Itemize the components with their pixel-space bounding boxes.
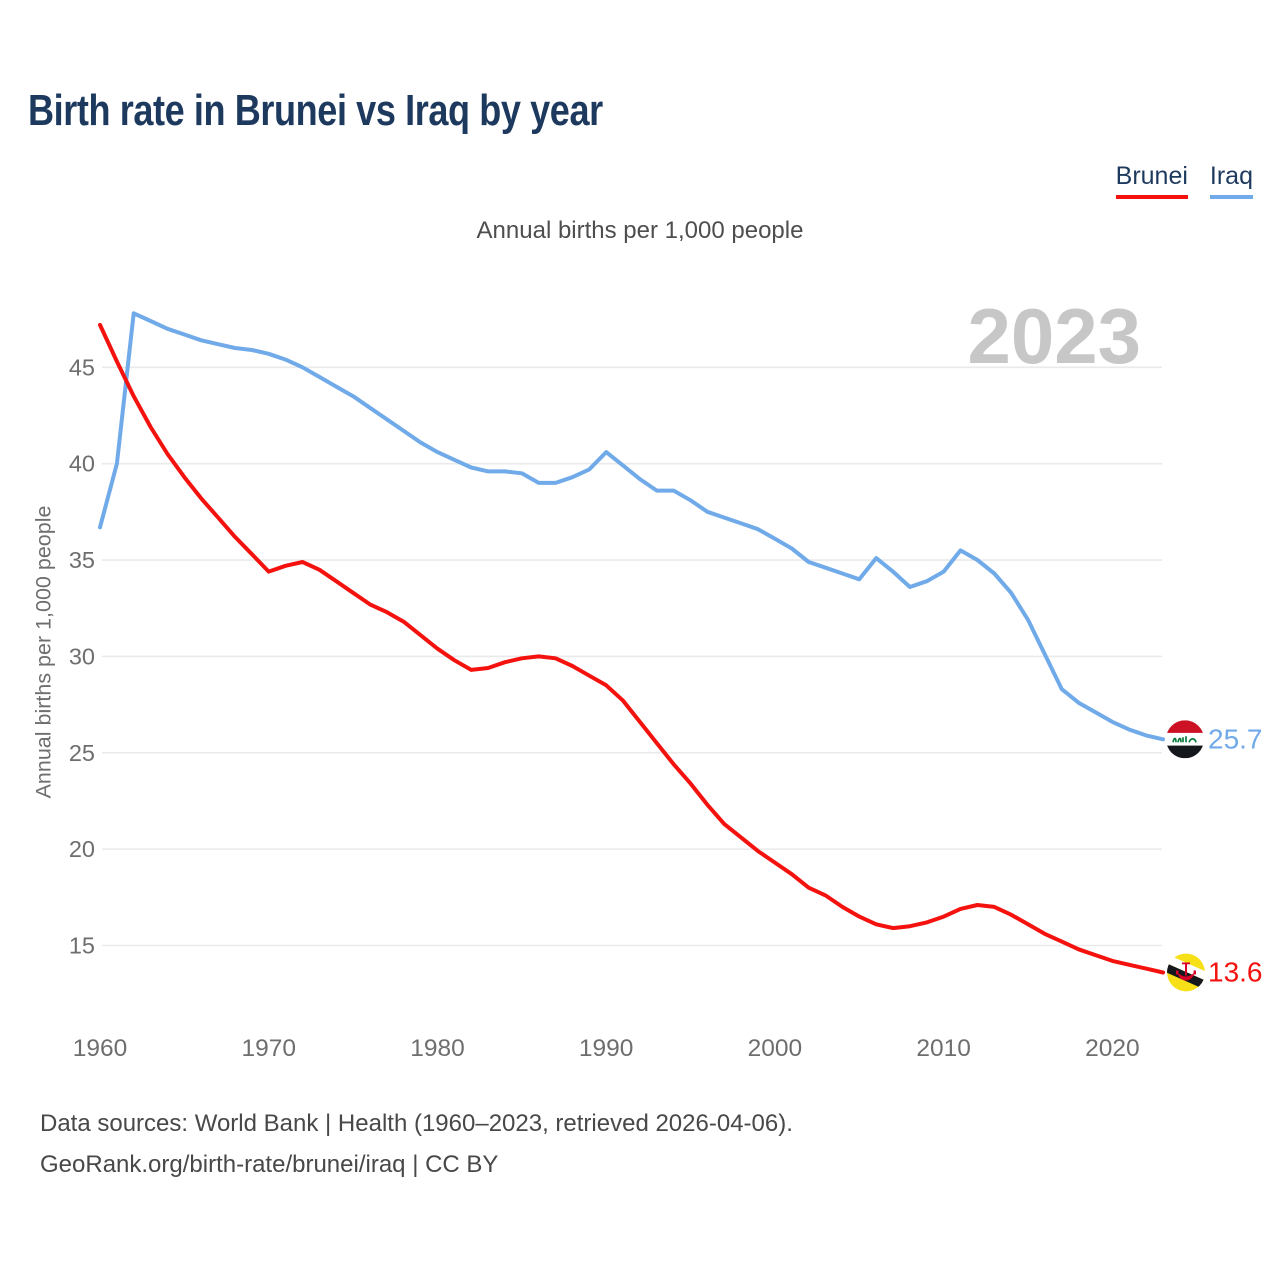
x-tick-label: 1970 [241,1035,296,1062]
x-tick-label: 2000 [748,1035,803,1062]
brunei-end-value: 13.6 [1208,956,1263,987]
year-watermark: 2023 [967,292,1141,380]
y-tick-label: 20 [69,836,95,862]
footer: Data sources: World Bank | Health (1960–… [40,1103,793,1185]
footer-attribution: GeoRank.org/birth-rate/brunei/iraq | CC … [40,1151,499,1178]
y-tick-label: 15 [69,932,95,958]
iraq-end-value: 25.7 [1208,723,1263,754]
legend: Brunei Iraq [1115,162,1253,199]
y-tick-label: 40 [69,451,95,477]
x-tick-label: 1990 [579,1035,634,1062]
y-tick-label: 30 [69,643,95,669]
x-tick-label: 1960 [73,1035,128,1062]
brunei-flag-icon [1167,953,1205,992]
chart-subtitle: Annual births per 1,000 people [476,217,804,244]
legend-item-brunei[interactable]: Brunei [1115,162,1188,199]
legend-item-iraq[interactable]: Iraq [1209,162,1253,199]
x-tick-label: 1980 [410,1035,465,1062]
y-tick-label: 25 [69,740,95,766]
page-title: Birth rate in Brunei vs Iraq by year [28,86,603,135]
x-tick-label: 2010 [916,1035,971,1062]
footer-sources: Data sources: World Bank | Health (1960–… [40,1110,793,1137]
iraq-line [98,311,1165,742]
y-tick-label: 45 [69,354,95,380]
y-tick-label: 35 [69,547,95,573]
iraq-flag-icon [1166,720,1204,759]
x-tick-label: 2020 [1085,1035,1140,1062]
brunei-line [98,322,1165,975]
